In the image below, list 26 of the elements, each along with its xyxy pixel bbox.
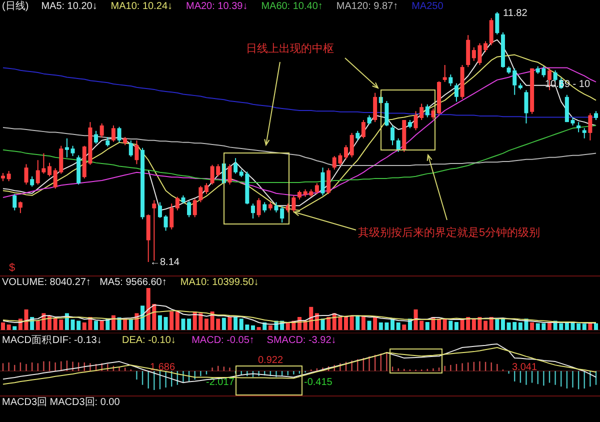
annotation: 日线上出现的中枢 bbox=[246, 42, 334, 55]
series-label: MA5: 9566.60↑ bbox=[100, 277, 167, 288]
series-label: DIF: -0.13↓ bbox=[52, 335, 102, 346]
text: MA60: 10.40↑ bbox=[261, 1, 323, 12]
annotation: 3.041 bbox=[512, 362, 538, 373]
annotation: 1.686 bbox=[150, 362, 176, 373]
annotation: SMACD: -3.92↓ bbox=[266, 335, 336, 346]
text: MACD3回 MACD3回: 0.00 bbox=[2, 397, 120, 408]
chart-title: VOLUME: 8040.27↑ bbox=[2, 277, 91, 288]
annotation: -0.415 bbox=[304, 377, 333, 388]
text: MA5: 10.20↓ bbox=[41, 1, 98, 12]
annotation: ←8.14 bbox=[150, 257, 180, 268]
annotation: $ bbox=[8, 262, 16, 274]
text: MA10: 10.24↓ bbox=[110, 1, 173, 12]
chart-title: (日线) bbox=[2, 0, 29, 12]
annotation: 0.922 bbox=[258, 355, 284, 366]
annotation: MACD: -0.05↑ bbox=[192, 335, 254, 346]
annotation: -2.017 bbox=[206, 377, 235, 388]
annotation: 其级别按后来的界定就是5分钟的级别 bbox=[358, 226, 540, 239]
annotation: 11.82 bbox=[503, 8, 528, 19]
text: MA120: 9.87↑ bbox=[336, 1, 398, 12]
text: MA250 bbox=[412, 1, 444, 12]
text: MA20: 10.39↓ bbox=[186, 1, 248, 12]
text: MA10: 10399.50↓ bbox=[180, 277, 259, 288]
text: DEA: -0.10↓ bbox=[122, 335, 176, 346]
chart-title: MACD面积 bbox=[2, 335, 52, 346]
